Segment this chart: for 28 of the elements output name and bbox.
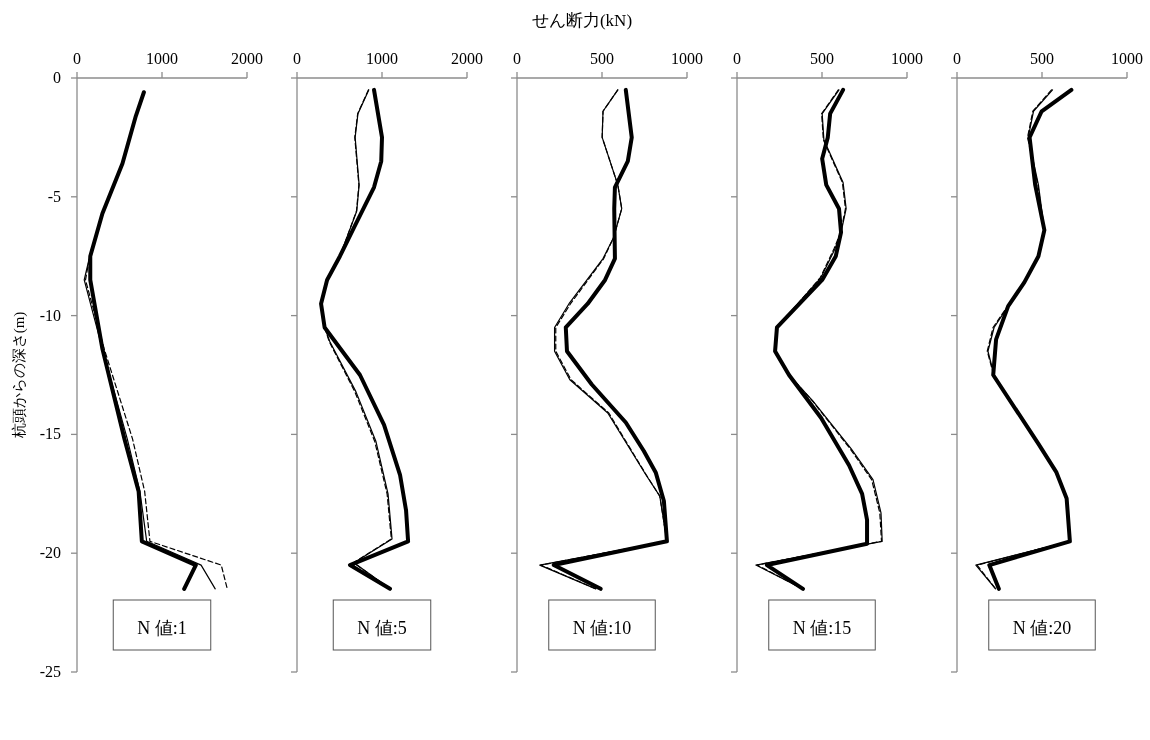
x-tick-label: 1000 xyxy=(1111,50,1143,67)
annotation: N 値:15 xyxy=(792,618,852,638)
annotation: N 値:5 xyxy=(357,618,407,638)
x-tick-label: 1000 xyxy=(366,50,398,67)
x-tick-label: 1000 xyxy=(891,50,923,67)
x-tick-label: 2000 xyxy=(231,50,263,67)
y-tick-label: -25 xyxy=(39,663,61,680)
x-tick-label: 0 xyxy=(953,50,961,67)
annotation: N 値:1 xyxy=(137,618,187,638)
x-tick-label: 500 xyxy=(590,50,614,67)
x-tick-label: 1000 xyxy=(146,50,178,67)
x-tick-label: 1000 xyxy=(671,50,703,67)
x-tick-label: 0 xyxy=(513,50,521,67)
y-tick-label: -5 xyxy=(47,187,61,205)
annotation: N 値:10 xyxy=(572,618,632,638)
x-axis-title: せん断力(kN) xyxy=(531,11,633,30)
y-tick-label: -10 xyxy=(39,306,61,324)
annotation: N 値:20 xyxy=(1012,618,1072,638)
x-tick-label: 500 xyxy=(1030,50,1054,67)
y-tick-label: -15 xyxy=(39,425,61,443)
y-axis-title: 杭頭からの深さ(m) xyxy=(11,311,28,440)
y-tick-label: 0 xyxy=(53,69,61,86)
x-tick-label: 0 xyxy=(733,50,741,67)
x-tick-label: 2000 xyxy=(451,50,483,67)
y-tick-label: -20 xyxy=(39,544,61,562)
x-tick-label: 0 xyxy=(293,50,301,67)
x-tick-label: 500 xyxy=(810,50,834,67)
x-tick-label: 0 xyxy=(73,50,81,67)
